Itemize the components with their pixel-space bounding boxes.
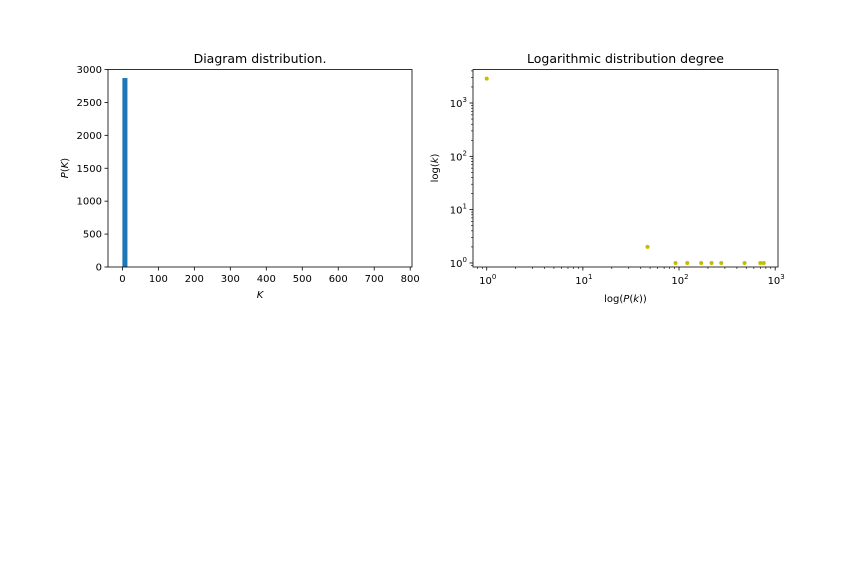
x-tick-label: 100	[479, 273, 496, 287]
x-tick-label: 102	[671, 273, 688, 287]
scatter-point	[761, 260, 766, 265]
y-tick-label: 102	[450, 149, 467, 163]
x-tick-label: 300	[221, 274, 240, 285]
y-tick-label: 101	[450, 203, 467, 217]
x-tick-label: 101	[575, 273, 592, 287]
y-tick-label: 100	[450, 256, 467, 270]
x-tick-label: 103	[768, 273, 785, 287]
bar-chart-frame	[107, 69, 413, 268]
y-tick-label: 2000	[77, 131, 102, 142]
y-tick-label: 2500	[77, 98, 102, 109]
scatter-chart-frame	[472, 69, 779, 268]
scatter-chart: Logarithmic distribution degree 100 101 10…	[430, 51, 785, 305]
scatter-chart-ylabel: log(k)	[430, 153, 441, 182]
x-tick-label: 0	[119, 274, 125, 285]
svg-text:P(K): P(K)	[60, 158, 71, 179]
scatter-point	[758, 260, 763, 265]
x-tick-label: 500	[293, 274, 312, 285]
y-tick-label: 500	[83, 230, 102, 241]
x-tick-label: 200	[185, 274, 204, 285]
x-tick-label: 100	[149, 274, 168, 285]
x-tick-label: 700	[365, 274, 384, 285]
x-tick-label: 600	[329, 274, 348, 285]
scatter-point	[699, 260, 704, 265]
scatter-point	[673, 260, 678, 265]
y-tick-label: 1500	[77, 164, 102, 175]
scatter-point	[484, 76, 489, 81]
y-tick-label: 1000	[77, 197, 102, 208]
scatter-point	[719, 260, 724, 265]
histogram-bar	[122, 78, 128, 267]
y-tick-label: 3000	[77, 65, 102, 76]
scatter-point	[709, 260, 714, 265]
scatter-point	[685, 260, 690, 265]
bar-chart: Diagram distribution. 0 100 200 300 400 500 60…	[60, 51, 420, 301]
scatter-chart-title: Logarithmic distribution degree	[527, 51, 724, 66]
x-tick-label: 400	[257, 274, 276, 285]
x-tick-label: 800	[401, 274, 420, 285]
y-tick-label: 0	[96, 263, 102, 274]
scatter-point	[645, 244, 650, 249]
scatter-point	[742, 260, 747, 265]
y-tick-label: 103	[450, 96, 467, 110]
svg-text:log(k): log(k)	[430, 153, 441, 182]
bar-chart-ylabel: P(K)	[60, 158, 71, 179]
bar-chart-title: Diagram distribution.	[194, 51, 327, 66]
scatter-chart-xlabel: log(P(k))	[604, 294, 647, 305]
bar-chart-xlabel: K	[257, 290, 265, 301]
